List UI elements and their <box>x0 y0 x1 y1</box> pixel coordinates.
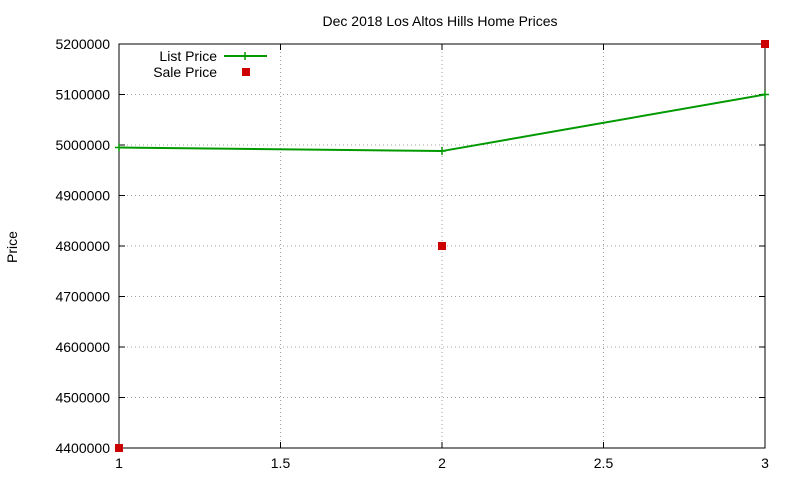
x-tick-label: 2.5 <box>594 455 614 471</box>
x-tick-label: 1.5 <box>271 455 291 471</box>
list-price-point <box>761 90 769 99</box>
y-tick-label: 4400000 <box>55 440 110 456</box>
y-tick-label: 4500000 <box>55 390 110 406</box>
grid-lines <box>119 44 765 448</box>
x-tick-label: 3 <box>761 455 769 471</box>
y-tick-label: 4900000 <box>55 188 110 204</box>
series-marks <box>115 40 769 452</box>
sale-price-point <box>115 444 123 452</box>
y-tick-label: 4600000 <box>55 339 110 355</box>
y-axis-label: Price <box>4 231 20 263</box>
sale-price-point <box>438 242 446 250</box>
y-tick-label: 4800000 <box>55 238 110 254</box>
x-tick-label: 1 <box>115 455 123 471</box>
list-price-point <box>438 147 446 156</box>
x-tick-labels: 1 1.5 2 2.5 3 <box>115 455 769 471</box>
series-line-list-price <box>118 93 766 153</box>
axes <box>118 43 766 449</box>
y-tick-labels: 4400000 4500000 4600000 4700000 4800000 49000… <box>55 36 110 456</box>
y-tick-label: 5000000 <box>55 137 110 153</box>
y-tick-label: 5100000 <box>55 87 110 103</box>
x-tick-label: 2 <box>438 455 446 471</box>
chart-title: Dec 2018 Los Altos Hills Home Prices <box>323 13 558 29</box>
sale-price-point <box>761 40 769 48</box>
y-tick-label: 5200000 <box>55 36 110 52</box>
legend-marker-list-price <box>241 52 249 60</box>
legend-label: Sale Price <box>153 64 217 80</box>
legend-marker-sale-price <box>242 68 250 76</box>
legend-label: List Price <box>159 48 217 64</box>
list-price-point <box>115 143 123 152</box>
y-tick-label: 4700000 <box>55 289 110 305</box>
